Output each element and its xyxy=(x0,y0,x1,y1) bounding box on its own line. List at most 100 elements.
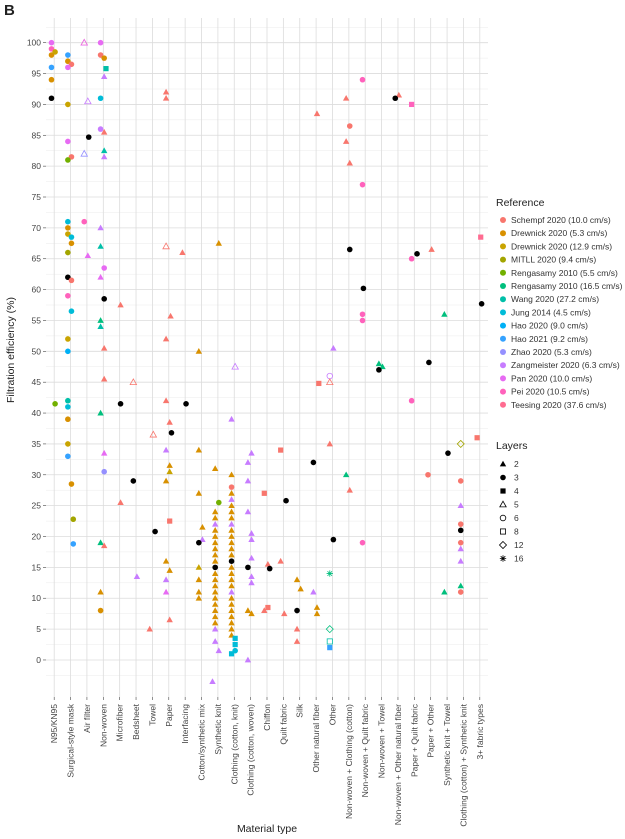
data-point xyxy=(228,619,235,626)
data-point xyxy=(81,218,88,225)
data-point xyxy=(167,312,174,319)
data-point xyxy=(228,545,235,552)
data-point xyxy=(228,651,235,657)
legend-layers-label: 4 xyxy=(514,486,519,496)
data-point xyxy=(392,95,399,102)
data-point xyxy=(478,234,484,240)
data-point xyxy=(248,449,255,456)
data-point xyxy=(97,273,104,280)
data-point xyxy=(266,565,273,572)
y-tick-label: 25 xyxy=(32,501,42,511)
x-tick-label: 3+ fabric types xyxy=(475,704,485,760)
data-point xyxy=(310,459,317,466)
x-tick-label: Non-woven + Clothing (cotton) xyxy=(344,704,354,819)
data-point xyxy=(162,588,170,595)
data-point xyxy=(162,88,170,95)
data-point xyxy=(65,138,71,145)
data-point xyxy=(149,430,158,438)
y-tick-label: 30 xyxy=(32,470,42,480)
data-point xyxy=(245,564,251,571)
data-point xyxy=(101,55,107,61)
data-point xyxy=(457,521,464,527)
data-point xyxy=(162,446,170,453)
legend-reference-swatch xyxy=(500,335,506,342)
data-point xyxy=(211,533,219,539)
data-point xyxy=(97,317,104,323)
data-point xyxy=(211,625,219,632)
data-point xyxy=(228,490,235,496)
data-point xyxy=(97,126,104,132)
data-point xyxy=(101,265,107,271)
data-point xyxy=(228,594,235,601)
legend-reference-label: Teesing 2020 (37.6 cm/s) xyxy=(511,400,607,410)
data-point xyxy=(445,450,451,456)
data-point xyxy=(325,625,334,634)
data-point xyxy=(68,234,75,240)
data-point xyxy=(65,101,71,108)
y-tick-label: 0 xyxy=(36,655,41,665)
y-axis-title: Filtration efficiency (%) xyxy=(5,297,17,403)
data-point xyxy=(97,607,104,614)
data-point xyxy=(342,138,350,144)
data-point xyxy=(212,564,218,571)
data-point xyxy=(425,471,431,478)
data-point xyxy=(166,462,173,468)
data-point xyxy=(310,588,317,595)
data-point xyxy=(65,249,71,256)
points-layer xyxy=(48,38,485,684)
data-point xyxy=(211,594,219,601)
data-point xyxy=(97,409,104,416)
y-tick-label: 50 xyxy=(32,346,42,356)
data-point xyxy=(313,610,321,617)
data-point xyxy=(457,582,464,589)
data-point xyxy=(85,134,92,140)
data-point xyxy=(80,149,89,157)
legend-layers-label: 5 xyxy=(514,500,519,510)
legend-layers-swatch xyxy=(499,460,507,467)
data-point xyxy=(457,502,464,509)
data-point xyxy=(228,527,235,533)
data-point xyxy=(232,641,238,648)
data-point xyxy=(457,539,464,546)
data-point xyxy=(359,317,366,324)
data-point xyxy=(228,625,235,632)
data-point xyxy=(346,486,353,493)
y-tick-label: 70 xyxy=(32,223,42,233)
data-point xyxy=(84,252,92,259)
legend-reference-label: Rengasamy 2010 (5.5 cm/s) xyxy=(511,268,618,278)
data-point xyxy=(195,564,203,570)
data-point xyxy=(97,539,104,546)
y-tick-label: 40 xyxy=(32,408,42,418)
data-point xyxy=(283,497,289,504)
legend-layers-swatch xyxy=(499,528,506,535)
data-point xyxy=(248,610,255,617)
y-tick-label: 95 xyxy=(32,69,42,79)
data-point xyxy=(478,300,485,307)
data-point xyxy=(342,471,350,478)
x-axis-title: Material type xyxy=(237,823,297,835)
legend-layers-swatch xyxy=(499,514,507,522)
data-point xyxy=(97,588,104,595)
data-point xyxy=(97,243,104,249)
data-point xyxy=(228,471,235,478)
data-point xyxy=(359,311,366,318)
data-point xyxy=(409,101,415,108)
data-point xyxy=(167,518,173,524)
data-point xyxy=(313,110,321,117)
data-point xyxy=(278,447,284,453)
data-point xyxy=(228,496,235,502)
x-tick-label: Non-woven xyxy=(98,704,108,747)
x-tick-label: Non-woven + Quilt fabric xyxy=(360,703,370,797)
y-tick-label: 35 xyxy=(32,439,42,449)
data-point xyxy=(166,616,173,623)
legend-reference-label: Zhao 2020 (5.3 cm/s) xyxy=(511,347,592,357)
legend-reference-swatch xyxy=(500,217,506,223)
data-point xyxy=(48,39,55,46)
data-point xyxy=(457,545,464,552)
data-point xyxy=(162,557,170,564)
data-point xyxy=(228,558,235,564)
data-point xyxy=(232,635,238,641)
data-point xyxy=(70,516,77,523)
y-tick-label: 5 xyxy=(36,624,41,634)
data-point xyxy=(133,573,141,580)
